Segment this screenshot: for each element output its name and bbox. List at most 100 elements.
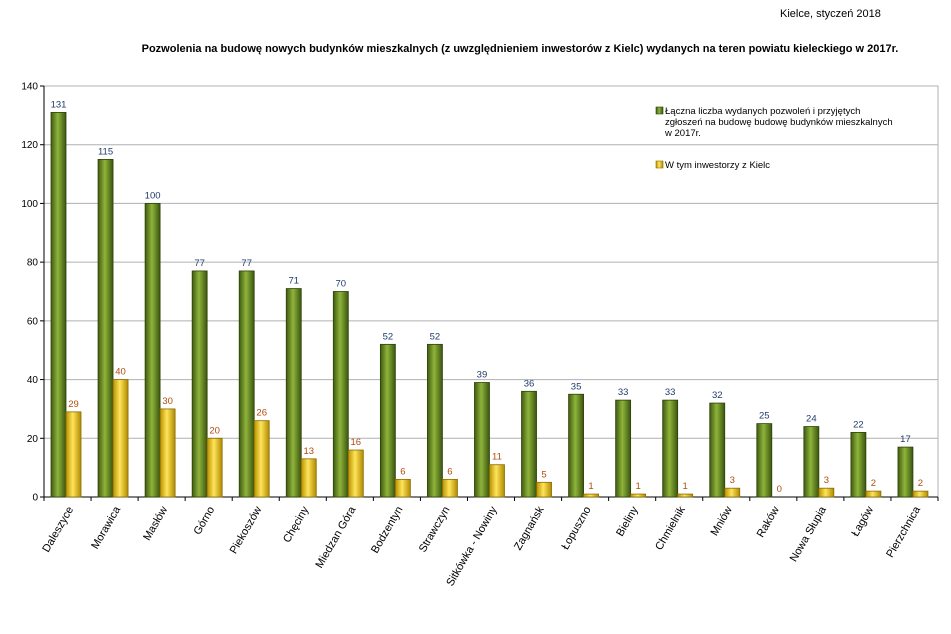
value-label-kielce: 40 — [115, 367, 126, 378]
value-label-kielce: 5 — [541, 469, 546, 480]
value-label-kielce: 1 — [683, 481, 688, 492]
value-label-kielce: 29 — [68, 399, 79, 410]
value-label-total: 71 — [288, 276, 299, 287]
bar-total-permits — [50, 112, 67, 498]
bar-total-permits — [144, 203, 161, 498]
y-tick-label: 40 — [27, 375, 39, 386]
legend-swatch — [655, 106, 664, 115]
report-date-note: Kielce, styczeń 2018 — [780, 8, 881, 20]
value-label-kielce: 13 — [303, 446, 314, 457]
bar-total-permits — [897, 446, 914, 498]
category-label: Masłów — [141, 504, 170, 542]
value-label-total: 33 — [618, 387, 629, 398]
bar-kielce-investors — [159, 408, 176, 498]
category-label: Miedzan Góra — [314, 504, 359, 571]
bar-total-permits — [474, 382, 490, 498]
category-label: Piekoszów — [228, 504, 265, 556]
bar-total-permits — [568, 393, 584, 498]
y-tick-label: 120 — [21, 140, 38, 151]
bar-total-permits — [332, 291, 349, 498]
value-label-total: 24 — [806, 414, 817, 425]
y-tick-label: 100 — [21, 199, 38, 210]
category-label: Chmielnik — [653, 504, 688, 552]
bar-kielce-investors — [630, 493, 647, 498]
value-label-total: 100 — [145, 190, 161, 201]
bar-total-permits — [756, 423, 773, 498]
bars — [50, 112, 929, 498]
bar-kielce-investors — [489, 464, 505, 498]
bar-total-permits — [709, 402, 726, 498]
value-label-total: 115 — [98, 146, 113, 157]
category-label: Bieliny — [614, 504, 641, 538]
category-labels: Daleszyce Morawica Masłów Górno Piekoszów Chę… — [40, 504, 923, 589]
value-label-kielce: 20 — [209, 425, 220, 436]
value-label-kielce: 1 — [588, 481, 593, 492]
bar-total-permits — [238, 270, 255, 498]
bar-kielce-investors — [65, 411, 82, 498]
category-label: Bodzentyn — [369, 505, 405, 556]
legend-item-kielce: W tym inwestorzy z Kielc — [655, 160, 770, 171]
legend-label: Łączna liczba wydanych pozwoleń i przyję… — [664, 106, 893, 139]
bar-kielce-investors — [112, 379, 129, 498]
value-label-total: 77 — [194, 258, 205, 269]
value-label-total: 39 — [477, 370, 488, 381]
category-label: Raków — [755, 504, 782, 539]
bar-kielce-investors — [206, 437, 223, 498]
category-label: Strawczyn — [417, 505, 453, 555]
bar-kielce-investors — [912, 490, 929, 498]
bar-total-permits — [803, 426, 820, 498]
value-label-kielce: 1 — [635, 481, 640, 492]
value-label-kielce: 16 — [351, 437, 362, 448]
bar-kielce-investors — [724, 487, 741, 498]
value-label-kielce: 2 — [871, 478, 876, 489]
y-tick-label: 80 — [27, 258, 39, 269]
legend-swatch — [655, 160, 664, 169]
value-label-kielce: 6 — [447, 466, 452, 477]
bar-kielce-investors — [865, 490, 882, 498]
value-label-kielce: 30 — [162, 396, 173, 407]
value-label-total: 22 — [853, 419, 864, 430]
value-label-total: 70 — [336, 279, 347, 290]
legend: Łączna liczba wydanych pozwoleń i przyję… — [655, 106, 893, 171]
legend-item-total: Łączna liczba wydanych pozwoleń i przyję… — [655, 106, 893, 139]
value-label-kielce: 2 — [918, 478, 923, 489]
bar-total-permits — [521, 390, 537, 498]
category-label: Sitkówka - Nowiny — [444, 504, 500, 588]
bar-total-permits — [850, 432, 867, 498]
value-label-total: 32 — [712, 390, 723, 401]
category-label: Morawica — [89, 504, 123, 552]
bar-total-permits — [191, 270, 208, 498]
value-label-kielce: 11 — [492, 452, 502, 463]
category-label: Łagów — [849, 504, 876, 538]
category-label: Daleszyce — [40, 505, 76, 555]
category-label: Chęciny — [281, 504, 312, 545]
y-tick-label: 60 — [27, 316, 39, 327]
value-label-total: 25 — [759, 411, 770, 422]
value-label-total: 131 — [51, 99, 67, 110]
bar-kielce-investors — [818, 487, 835, 498]
value-labels: 1312911540100307720772671137016526526391… — [51, 99, 924, 495]
bar-kielce-investors — [253, 420, 270, 498]
bar-total-permits — [615, 399, 632, 498]
bar-total-permits — [97, 158, 114, 498]
bar-total-permits — [379, 343, 396, 498]
category-label: Łopuszno — [559, 505, 593, 552]
bar-kielce-investors — [536, 481, 552, 498]
chart-title: Pozwolenia na budowę nowych budynków mie… — [141, 43, 899, 55]
value-label-total: 52 — [383, 331, 394, 342]
bar-kielce-investors — [583, 493, 599, 498]
category-label: Górno — [192, 505, 218, 537]
value-label-total: 77 — [241, 258, 252, 269]
y-tick-label: 140 — [21, 82, 38, 93]
value-label-total: 52 — [430, 331, 441, 342]
bar-total-permits — [285, 288, 302, 498]
bar-kielce-investors — [677, 493, 694, 498]
value-label-kielce: 26 — [256, 408, 267, 419]
value-label-total: 36 — [524, 378, 535, 389]
value-label-total: 17 — [900, 434, 911, 445]
category-label: Zagnańsk — [512, 504, 547, 552]
bar-total-permits — [427, 343, 443, 498]
bar-total-permits — [662, 399, 679, 498]
legend-label: W tym inwestorzy z Kielc — [665, 160, 770, 171]
